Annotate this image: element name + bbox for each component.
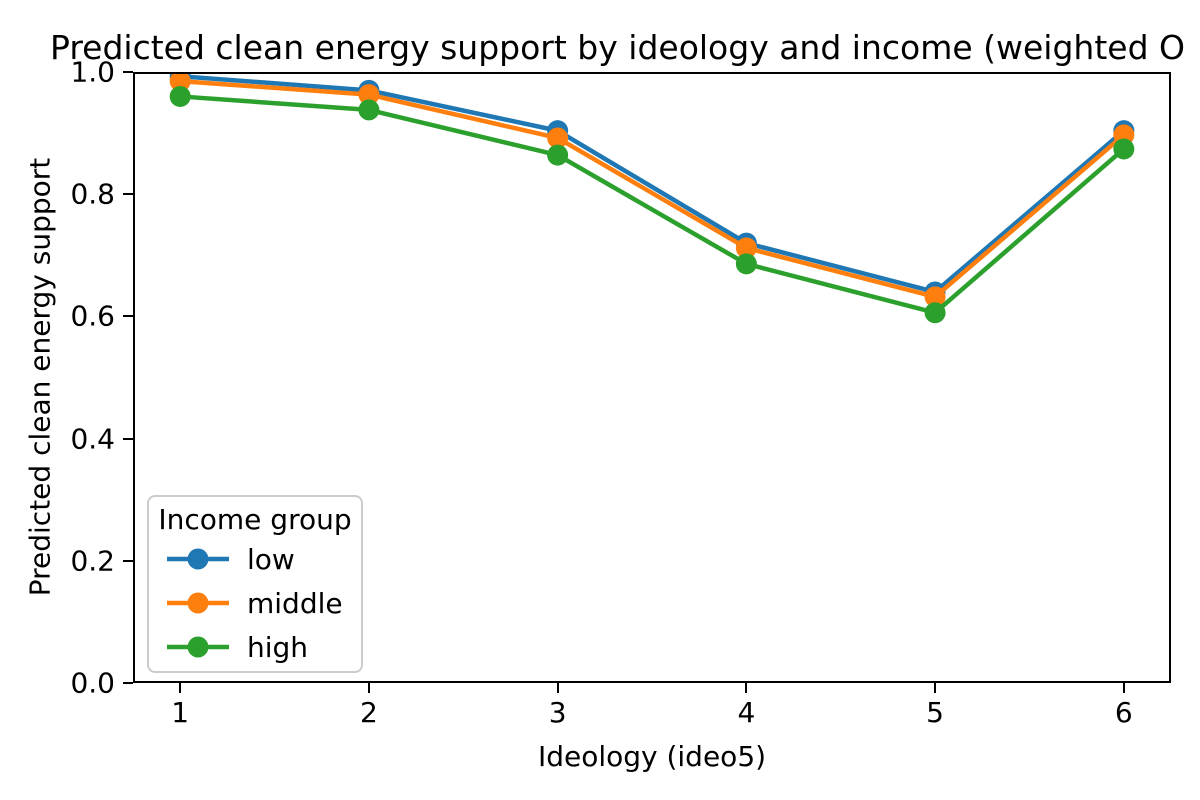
series-marker-high-5 <box>924 302 946 324</box>
x-tick-5 <box>934 683 937 693</box>
series-marker-middle-2 <box>358 84 380 106</box>
plot-area <box>133 72 1171 683</box>
x-tick-4 <box>745 683 748 693</box>
legend-swatch-middle-icon <box>167 592 229 614</box>
y-tick-label-1.0: 1.0 <box>70 55 115 89</box>
legend-item-high: high <box>149 625 361 669</box>
y-tick-label-0.6: 0.6 <box>70 299 115 333</box>
series-marker-high-1 <box>169 85 191 107</box>
series-line-middle <box>180 78 1126 300</box>
y-tick-label-0.4: 0.4 <box>70 422 115 456</box>
x-tick-1 <box>179 683 182 693</box>
series-marker-middle-1 <box>169 72 191 92</box>
axes-frame <box>133 72 1171 683</box>
y-tick-label-0.2: 0.2 <box>70 544 115 578</box>
series-line-high <box>180 94 1126 315</box>
y-tick-0.0 <box>123 682 133 684</box>
y-tick-0.4 <box>123 437 133 440</box>
y-tick-label-0.8: 0.8 <box>70 177 115 211</box>
y-tick-0.8 <box>123 193 133 196</box>
legend-item-middle: middle <box>149 581 361 625</box>
series-line-low <box>180 74 1126 295</box>
legend-item-low: low <box>149 537 361 581</box>
chart-title: Predicted clean energy support by ideolo… <box>50 28 1185 67</box>
series-marker-middle-4 <box>735 237 757 259</box>
series-marker-high-6 <box>1113 138 1135 160</box>
series-marker-high-3 <box>547 144 569 166</box>
y-tick-1.0 <box>123 71 133 73</box>
legend: Income group low middle high <box>147 495 363 673</box>
x-tick-3 <box>556 683 559 693</box>
series-marker-high-4 <box>735 253 757 275</box>
legend-label-low: low <box>247 542 295 576</box>
legend-label-high: high <box>247 630 309 664</box>
series-marker-middle-5 <box>924 286 946 308</box>
x-tick-label-3: 3 <box>548 696 567 729</box>
legend-swatch-high-icon <box>167 636 229 658</box>
y-tick-0.2 <box>123 559 133 562</box>
x-axis-label: Ideology (ideo5) <box>537 740 767 773</box>
legend-title: Income group <box>158 503 352 536</box>
x-tick-6 <box>1122 683 1125 693</box>
legend-items: low middle high <box>149 537 361 669</box>
series-marker-high-2 <box>358 99 380 121</box>
y-tick-0.6 <box>123 315 133 318</box>
x-tick-label-5: 5 <box>926 696 944 729</box>
legend-label-middle: middle <box>247 586 343 620</box>
y-tick-label-0.0: 0.0 <box>70 666 115 700</box>
x-tick-label-2: 2 <box>359 696 378 729</box>
legend-swatch-low-icon <box>167 548 229 570</box>
plot-canvas <box>133 72 1171 683</box>
x-tick-2 <box>367 683 370 693</box>
y-axis-label: Predicted clean energy support <box>23 157 57 597</box>
series-high <box>169 85 1135 324</box>
x-tick-label-1: 1 <box>171 696 190 729</box>
x-tick-label-6: 6 <box>1114 696 1133 729</box>
x-tick-label-4: 4 <box>737 696 756 729</box>
series-marker-middle-3 <box>547 127 569 149</box>
